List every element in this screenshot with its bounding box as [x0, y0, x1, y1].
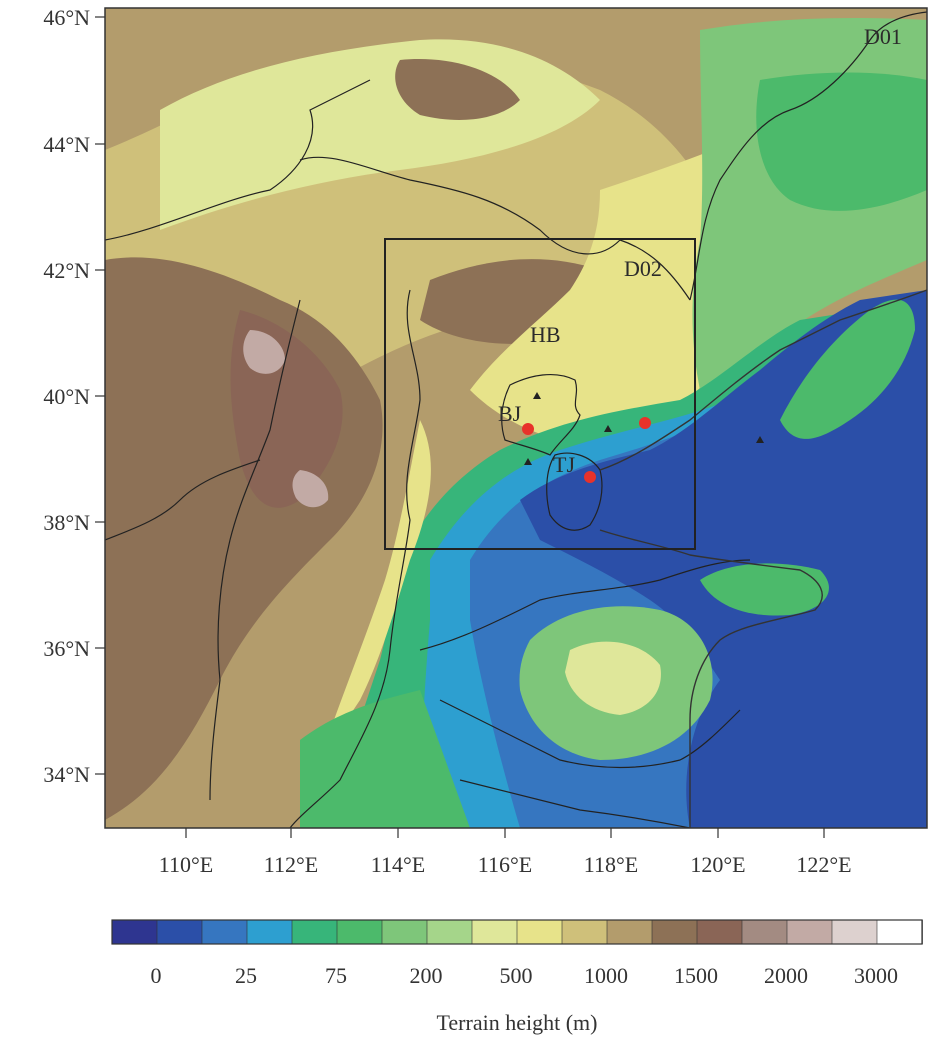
colorbar-swatch-11	[606, 919, 653, 945]
terrain-zone-liaodong	[780, 299, 915, 439]
lon-axis: 110°E 112°E 114°E 116°E 118°E 120°E 122°…	[159, 828, 852, 877]
colorbar-swatch-13	[696, 919, 743, 945]
colorbar-swatch-17	[876, 919, 923, 945]
terrain-zone-100-ne	[756, 72, 927, 211]
colorbar-swatch-6	[381, 919, 428, 945]
colorbar-tick-75: 75	[325, 963, 347, 988]
colorbar-swatch-14	[741, 919, 788, 945]
lat-tick-44: 44°N	[43, 132, 90, 157]
terrain-zone-2500	[243, 330, 285, 374]
map-panel: D01 D02 HB BJ TJ	[105, 8, 927, 828]
boundary-hebei-north	[299, 156, 691, 301]
province-boundaries	[105, 11, 927, 828]
lon-tick-116: 116°E	[478, 852, 532, 877]
site-marker-beijing	[522, 423, 534, 435]
triangle-marker-4	[756, 436, 764, 443]
colorbar-swatch-16	[831, 919, 878, 945]
boundary-inner-mongolia-south	[105, 79, 371, 241]
colorbar-tick-1500: 1500	[674, 963, 718, 988]
terrain-zone-north	[395, 59, 520, 120]
label-d01: D01	[864, 24, 902, 49]
label-tianjin: TJ	[553, 452, 575, 477]
terrain-zone-2500b	[292, 470, 329, 508]
boundary-liaoning-north	[689, 11, 927, 301]
colorbar-tick-3000: 3000	[854, 963, 898, 988]
coastline-shandong	[599, 529, 823, 828]
colorbar-tick-200: 200	[410, 963, 443, 988]
colorbar-swatch-7	[426, 919, 473, 945]
colorbar-swatch-12	[651, 919, 698, 945]
colorbar-title: Terrain height (m)	[437, 1010, 598, 1035]
colorbar-swatch-4	[291, 919, 338, 945]
colorbar-swatch-9	[516, 919, 563, 945]
domain-d02-box	[384, 238, 696, 550]
colorbar-swatches	[111, 919, 923, 945]
label-hebei: HB	[530, 322, 561, 347]
lat-tick-46: 46°N	[43, 5, 90, 30]
colorbar-frame	[111, 919, 923, 945]
site-marker-northeast	[639, 417, 651, 429]
colorbar-swatch-0	[111, 919, 158, 945]
boundary-shanxi-west	[209, 299, 301, 801]
boundary-jiangsu	[459, 779, 691, 828]
boundary-shandong-south	[439, 699, 741, 769]
boundary-shanxi-east	[289, 289, 421, 828]
terrain-zone-shandong-east	[700, 563, 829, 616]
lat-tick-40: 40°N	[43, 384, 90, 409]
colorbar: 0 25 75 200 500 1000 1500 2000 3000 Terr…	[111, 919, 923, 1035]
colorbar-tick-25: 25	[235, 963, 257, 988]
boundary-beijing	[501, 374, 581, 456]
lon-tick-114: 114°E	[371, 852, 425, 877]
colorbar-tick-0: 0	[151, 963, 162, 988]
terrain-zone-southwest	[300, 690, 470, 828]
terrain-zone-shandong-peak	[565, 641, 661, 715]
lon-tick-120: 120°E	[690, 852, 745, 877]
boundary-shandong-north	[419, 559, 751, 651]
colorbar-swatch-3	[246, 919, 293, 945]
colorbar-swatch-10	[561, 919, 608, 945]
triangle-marker-2	[524, 458, 532, 465]
label-d02: D02	[624, 256, 662, 281]
lon-tick-112: 112°E	[264, 852, 318, 877]
colorbar-swatch-15	[786, 919, 833, 945]
colorbar-swatch-8	[471, 919, 518, 945]
colorbar-tick-500: 500	[500, 963, 533, 988]
lat-tick-34: 34°N	[43, 762, 90, 787]
lat-axis: 46°N 44°N 42°N 40°N 38°N 36°N 34°N	[43, 5, 105, 787]
colorbar-swatch-5	[336, 919, 383, 945]
site-marker-tianjin	[584, 471, 596, 483]
lon-tick-122: 122°E	[796, 852, 851, 877]
colorbar-tick-1000: 1000	[584, 963, 628, 988]
label-beijing: BJ	[498, 401, 522, 426]
triangle-marker-3	[604, 425, 612, 432]
lon-tick-118: 118°E	[584, 852, 638, 877]
boundary-tianjin	[546, 452, 603, 531]
map-frame	[104, 7, 928, 829]
terrain-zone-foothill	[320, 420, 431, 760]
colorbar-swatch-1	[156, 919, 203, 945]
coastline-bohai-north	[599, 289, 927, 471]
triangle-marker-1	[533, 392, 541, 399]
colorbar-swatch-2	[201, 919, 248, 945]
lon-tick-110: 110°E	[159, 852, 213, 877]
colorbar-tick-2000: 2000	[764, 963, 808, 988]
lat-tick-42: 42°N	[43, 258, 90, 283]
lat-tick-36: 36°N	[43, 636, 90, 661]
observation-sites	[522, 392, 764, 483]
lat-tick-38: 38°N	[43, 510, 90, 535]
boundary-shaanxi	[105, 459, 261, 541]
